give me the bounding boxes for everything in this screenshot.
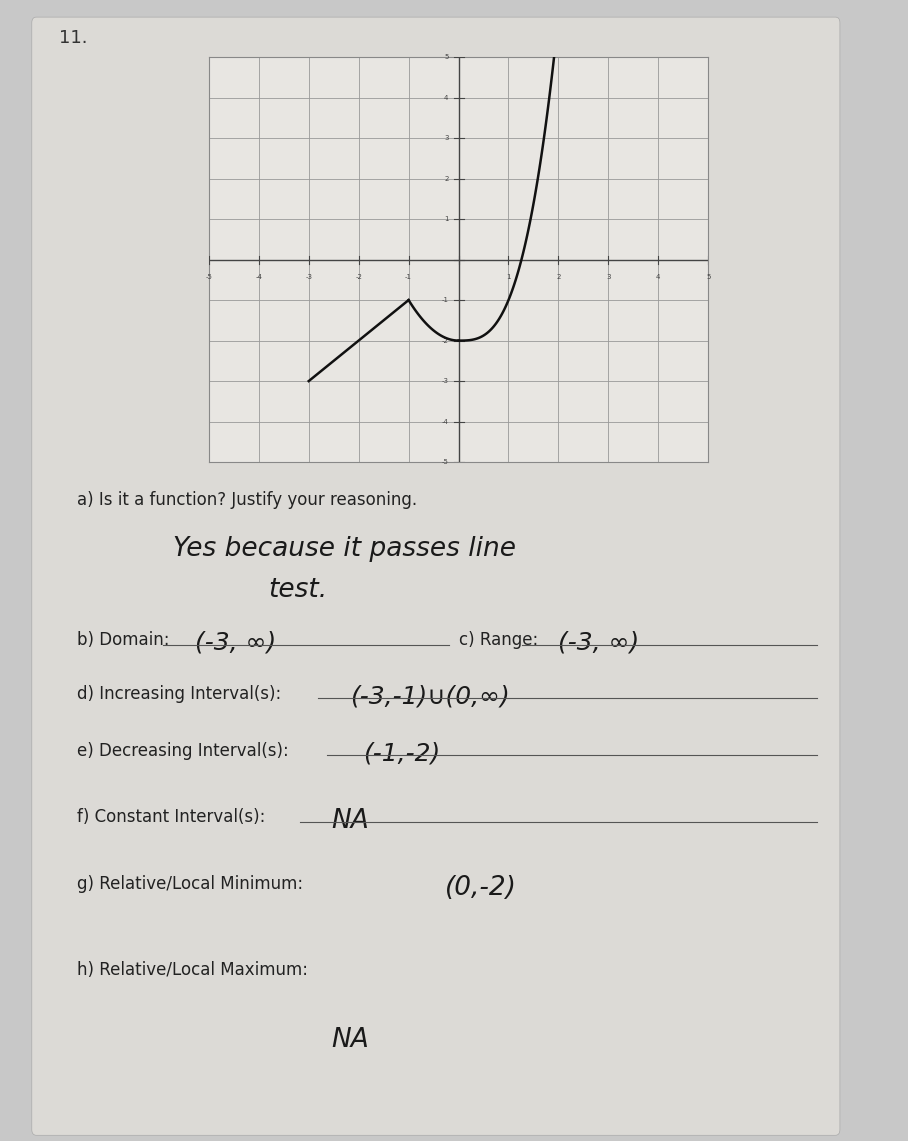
Text: (-1,-2): (-1,-2) [363,742,440,766]
Text: 2: 2 [557,274,560,280]
Text: -5: -5 [441,459,449,466]
Text: -3: -3 [305,274,312,280]
Text: 2: 2 [444,176,449,181]
Text: -2: -2 [355,274,362,280]
Text: 5: 5 [444,54,449,60]
Text: b) Domain:: b) Domain: [77,631,170,649]
Text: NA: NA [331,1027,370,1053]
Text: 5: 5 [706,274,710,280]
Text: -1: -1 [405,274,412,280]
Text: c) Range:: c) Range: [459,631,538,649]
Text: 4: 4 [444,95,449,100]
Text: -4: -4 [441,419,449,424]
Text: 3: 3 [607,274,610,280]
Text: (-3, ∞): (-3, ∞) [195,631,276,655]
Text: h) Relative/Local Maximum:: h) Relative/Local Maximum: [77,961,308,979]
Text: (0,-2): (0,-2) [445,875,517,901]
Text: 1: 1 [444,216,449,222]
Text: -3: -3 [441,378,449,385]
Text: -5: -5 [205,274,212,280]
Text: -4: -4 [255,274,262,280]
Text: d) Increasing Interval(s):: d) Increasing Interval(s): [77,685,281,703]
Text: f) Constant Interval(s):: f) Constant Interval(s): [77,808,265,826]
Text: 4: 4 [656,274,660,280]
Text: Yes because it passes line: Yes because it passes line [173,536,516,563]
Text: 3: 3 [444,135,449,141]
Text: 11.: 11. [59,29,87,47]
Text: -2: -2 [441,338,449,343]
Text: test.: test. [268,577,327,604]
Text: (-3, ∞): (-3, ∞) [558,631,639,655]
Text: g) Relative/Local Minimum:: g) Relative/Local Minimum: [77,875,303,893]
Text: -1: -1 [441,297,449,304]
Text: e) Decreasing Interval(s):: e) Decreasing Interval(s): [77,742,289,760]
Text: NA: NA [331,808,370,834]
Text: (-3,-1)∪(0,∞): (-3,-1)∪(0,∞) [350,685,509,709]
Text: a) Is it a function? Justify your reasoning.: a) Is it a function? Justify your reason… [77,491,418,509]
Text: 1: 1 [507,274,510,280]
